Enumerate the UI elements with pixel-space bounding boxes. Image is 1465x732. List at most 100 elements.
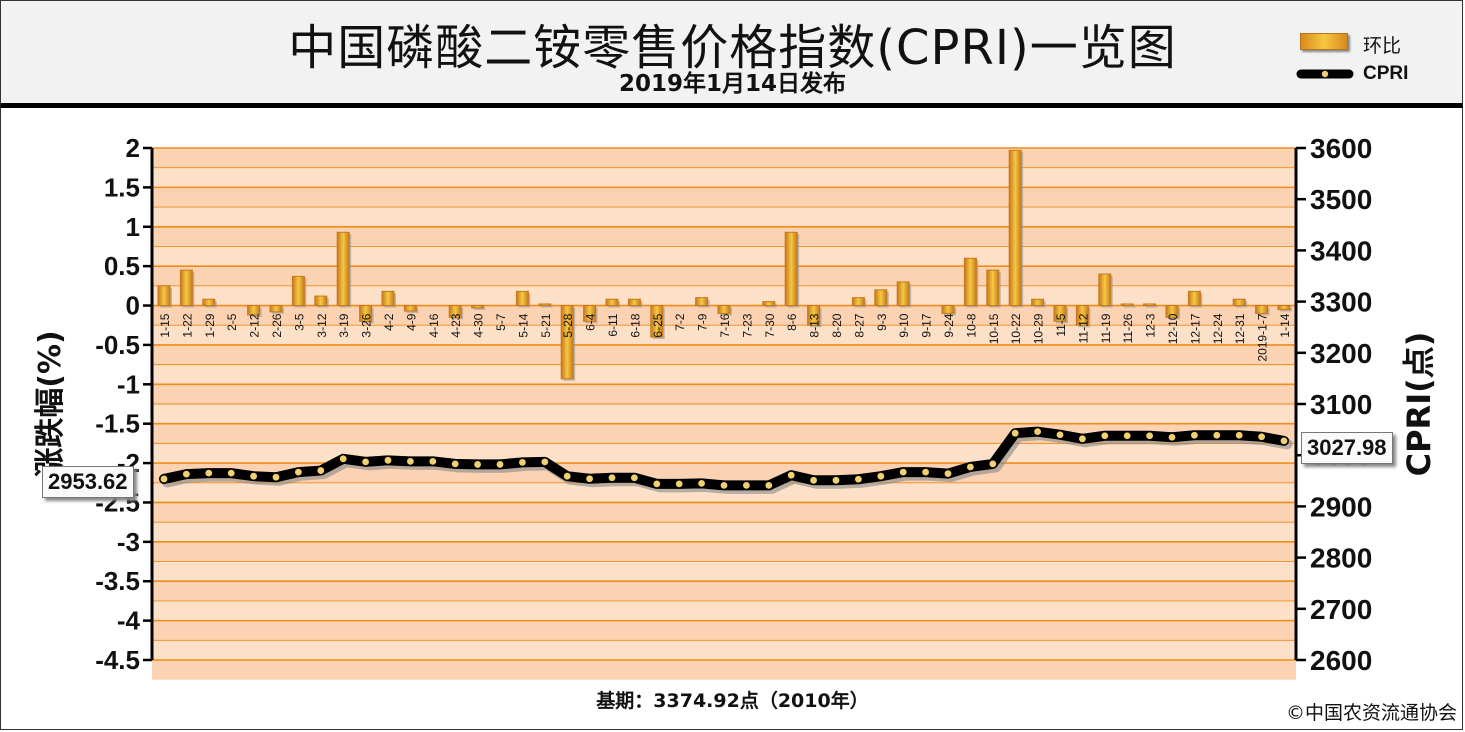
cpri-point-6-4 xyxy=(586,475,593,483)
bar-10-29 xyxy=(1031,298,1045,307)
left-tick-label: 0.5 xyxy=(104,251,140,281)
x-tick-label: 7-16 xyxy=(718,313,732,337)
right-tick-label: 3200 xyxy=(1310,338,1372,369)
cpri-point-4-9 xyxy=(407,457,414,465)
x-tick-label: 3-12 xyxy=(315,313,329,337)
right-tick-label: 3300 xyxy=(1310,287,1372,318)
x-tick-label: 8-13 xyxy=(808,313,822,337)
bar-3-12 xyxy=(314,295,328,307)
x-tick-label: 11-5 xyxy=(1054,313,1068,336)
right-tick-label: 2800 xyxy=(1310,543,1372,574)
cpri-point-5-14 xyxy=(519,458,526,466)
x-tick-label: 4-9 xyxy=(404,313,418,331)
plot-band xyxy=(152,266,1296,286)
cpri-point-12-17 xyxy=(1191,431,1198,439)
x-tick-label: 11-12 xyxy=(1076,313,1090,343)
right-tick-label: 2900 xyxy=(1310,491,1372,522)
cpri-point-11-19 xyxy=(1101,432,1109,440)
first-value-callout: 2953.62 xyxy=(42,466,134,498)
cpri-point-4-2 xyxy=(384,456,392,464)
cpri-point-10-29 xyxy=(1034,428,1041,436)
x-tick-label: 12-31 xyxy=(1233,313,1247,344)
cpri-point-3-12 xyxy=(317,467,325,474)
x-tick-label: 12-17 xyxy=(1188,313,1202,344)
x-tick-label: 3-19 xyxy=(337,313,351,337)
x-tick-label: 11-19 xyxy=(1099,313,1113,343)
bar-shadow xyxy=(1123,305,1136,308)
bar-10-15 xyxy=(986,269,1000,307)
bar-5-28 xyxy=(560,305,574,380)
x-tick-label: 2-5 xyxy=(225,313,239,331)
left-tick-label: -4 xyxy=(117,606,141,636)
cpri-point-12-24 xyxy=(1213,431,1221,439)
plot-band xyxy=(152,384,1296,404)
legend-line-swatch xyxy=(1296,69,1354,79)
x-tick-label: 5-28 xyxy=(561,313,575,337)
x-tick-label: 7-23 xyxy=(740,313,754,337)
left-tick-label: 1 xyxy=(126,212,140,242)
cpri-point-3-5 xyxy=(295,468,302,476)
base-period-note: 基期：3374.92点（2010年） xyxy=(596,690,869,712)
cpri-point-2-26 xyxy=(272,473,280,481)
x-tick-label: 10-22 xyxy=(1009,313,1023,344)
cpri-point-10-15 xyxy=(989,460,997,468)
x-tick-label: 4-16 xyxy=(427,313,441,337)
x-tick-label: 12-24 xyxy=(1211,313,1225,344)
left-tick-label: -0.5 xyxy=(95,330,140,360)
bar-6-11 xyxy=(605,298,619,307)
cpri-point-12-10 xyxy=(1168,433,1176,441)
cpri-point-1-22 xyxy=(183,470,190,478)
x-tick-label: 5-21 xyxy=(539,313,553,337)
x-tick-label: 4-2 xyxy=(382,313,396,331)
bar-12-10 xyxy=(1165,305,1179,318)
cpri-point-7-2 xyxy=(675,480,683,488)
cpri-point-1-14 xyxy=(1280,437,1288,445)
cpri-point-1-15 xyxy=(160,475,168,483)
x-tick-label: 12-3 xyxy=(1144,313,1158,337)
bar-shadow xyxy=(1145,305,1158,308)
left-tick-label: -4.5 xyxy=(95,645,140,675)
x-tick-label: 2-12 xyxy=(248,313,262,337)
cpri-point-1-29 xyxy=(205,469,213,477)
cpri-point-4-16 xyxy=(429,457,437,465)
legend: 环比 CPRI xyxy=(1295,30,1455,92)
bar-9-24 xyxy=(941,305,955,314)
cpri-point-10-8 xyxy=(967,463,974,471)
cpri-point-7-23 xyxy=(743,482,750,489)
right-tick-label: 3400 xyxy=(1310,235,1372,266)
bar-11-26 xyxy=(1120,303,1134,307)
cpri-point-6-11 xyxy=(608,474,616,482)
x-tick-label: 9-24 xyxy=(942,313,956,337)
cpri-point-9-24 xyxy=(944,470,952,478)
right-tick-label: 2700 xyxy=(1310,594,1372,625)
legend-bar-label: 环比 xyxy=(1363,35,1402,57)
x-tick-label: 4-23 xyxy=(449,313,463,337)
cpri-point-9-3 xyxy=(877,472,885,480)
x-tick-label: 1-15 xyxy=(158,313,172,337)
x-tick-label: 8-20 xyxy=(830,313,844,337)
bar-2-12 xyxy=(247,305,261,316)
cpri-point-11-26 xyxy=(1123,432,1131,440)
cpri-point-2-12 xyxy=(250,472,257,480)
cpri-point-8-13 xyxy=(810,476,817,484)
cpri-point-10-22 xyxy=(1011,429,1019,437)
copyright-note: ©中国农资流通协会 xyxy=(1285,702,1457,724)
bar-8-13 xyxy=(807,305,821,326)
bar-12-17 xyxy=(1187,290,1201,307)
x-tick-label: 10-15 xyxy=(987,313,1001,344)
bar-12-31 xyxy=(1232,298,1246,307)
bar-3-19 xyxy=(336,231,350,307)
left-tick-label: 1.5 xyxy=(104,172,140,202)
header-panel xyxy=(0,0,1463,108)
cpri-point-7-30 xyxy=(765,482,773,489)
x-tick-label: 7-9 xyxy=(696,313,710,331)
x-tick-label: 5-14 xyxy=(516,313,530,337)
plot-band xyxy=(152,226,1296,247)
bar-6-18 xyxy=(627,298,641,307)
x-tick-label: 6-11 xyxy=(606,313,620,336)
cpri-point-5-28 xyxy=(563,472,571,480)
cpri-point-3-26 xyxy=(362,458,369,466)
right-axis-title: CPRI(点) xyxy=(1400,332,1438,477)
legend-line-label: CPRI xyxy=(1363,63,1409,84)
